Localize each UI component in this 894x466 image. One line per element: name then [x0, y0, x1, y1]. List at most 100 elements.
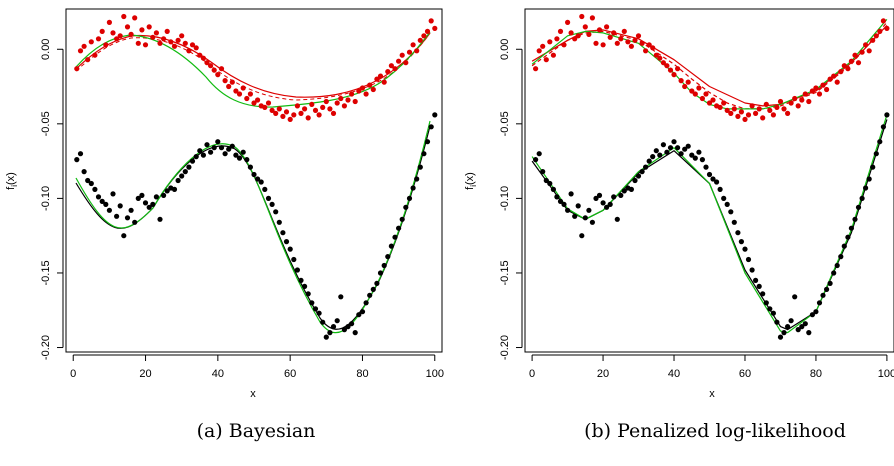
panel-a: 0 20 40 60 80 100 x 0.00 -0.05 -0.10 -0.15 -0.20 fi… — [5, 8, 444, 442]
red-point — [189, 42, 196, 48]
red-point — [568, 30, 574, 36]
red-point — [611, 30, 617, 36]
black-point — [229, 143, 235, 149]
red-point — [650, 45, 656, 51]
red-point — [218, 66, 225, 72]
black-point — [845, 234, 851, 240]
red-point — [428, 18, 434, 24]
black-point — [262, 186, 268, 192]
red-point — [731, 106, 737, 112]
black-point — [646, 158, 652, 164]
black-point — [356, 312, 362, 318]
x-tick-label: 0 — [529, 368, 535, 380]
black-point — [157, 216, 163, 222]
black-point — [724, 201, 730, 207]
black-point — [121, 233, 127, 239]
black-point — [753, 277, 759, 283]
black-point — [294, 267, 300, 273]
red-point — [142, 42, 149, 48]
black-point — [77, 151, 84, 157]
red-point — [848, 58, 855, 64]
red-point — [276, 106, 282, 112]
red-point — [884, 25, 890, 31]
black-point — [222, 151, 228, 157]
red-point — [95, 36, 102, 42]
black-point — [208, 149, 214, 155]
red-point — [309, 101, 315, 107]
red-solid-curve — [531, 24, 888, 107]
black-point — [110, 191, 116, 197]
black-point — [877, 139, 883, 145]
red-point — [806, 98, 812, 105]
black-point — [247, 164, 253, 170]
red-point — [273, 110, 279, 116]
black-point — [74, 157, 80, 163]
black-point — [671, 139, 677, 145]
red-point — [164, 28, 170, 34]
red-point — [653, 52, 659, 58]
black-point — [678, 151, 684, 157]
red-dashed-curve — [531, 22, 888, 110]
black-point — [792, 294, 798, 300]
red-point — [728, 110, 734, 116]
black-point — [396, 225, 402, 231]
red-point — [186, 48, 192, 54]
red-point — [717, 104, 723, 110]
red-point — [561, 42, 567, 48]
red-point — [374, 76, 380, 82]
y-tick-label: -0.10 — [499, 186, 511, 211]
black-point — [255, 176, 261, 182]
black-point — [399, 216, 405, 222]
black-point — [197, 148, 203, 154]
black-point — [117, 203, 123, 209]
black-point — [135, 195, 141, 201]
black-point — [628, 186, 635, 192]
black-point — [312, 306, 319, 312]
black-point — [406, 195, 413, 201]
red-point — [103, 42, 109, 48]
black-point — [710, 176, 716, 182]
x-axis: 0 20 40 60 80 100 x — [70, 354, 444, 400]
black-point — [728, 209, 734, 215]
y-tick-label: -0.15 — [499, 260, 511, 285]
red-point — [294, 103, 300, 109]
red-point — [657, 55, 663, 61]
red-point — [132, 15, 138, 21]
red-point — [770, 112, 777, 118]
red-point — [760, 115, 766, 121]
black-point — [557, 198, 564, 204]
black-point — [866, 176, 872, 182]
red-point — [604, 24, 610, 30]
black-point — [777, 334, 784, 340]
red-point — [229, 79, 235, 85]
black-point — [352, 330, 358, 336]
black-point — [265, 195, 272, 201]
red-point — [406, 49, 413, 55]
x-tick-label: 80 — [810, 368, 822, 380]
x-axis: 0 20 40 60 80 100 x — [529, 354, 894, 400]
red-point — [124, 24, 131, 30]
caption: (b) Penalized log-likelihood — [584, 420, 846, 442]
red-point — [692, 91, 698, 97]
red-point — [211, 67, 217, 73]
black-point — [92, 186, 98, 192]
black-point — [385, 254, 391, 260]
red-point — [197, 52, 203, 58]
x-tick-label: 0 — [70, 368, 76, 380]
black-point — [607, 201, 613, 207]
red-point — [403, 60, 409, 66]
red-point — [671, 72, 677, 78]
black-point — [258, 179, 264, 185]
red-point — [283, 109, 290, 115]
black-point — [349, 321, 355, 327]
black-point — [838, 254, 844, 260]
black-point — [859, 195, 865, 201]
black-point — [781, 330, 787, 336]
black-point — [341, 327, 347, 333]
black-point — [593, 195, 599, 201]
black-point — [721, 195, 727, 201]
red-point — [540, 43, 546, 49]
red-point — [171, 43, 178, 49]
black-point — [554, 194, 560, 200]
